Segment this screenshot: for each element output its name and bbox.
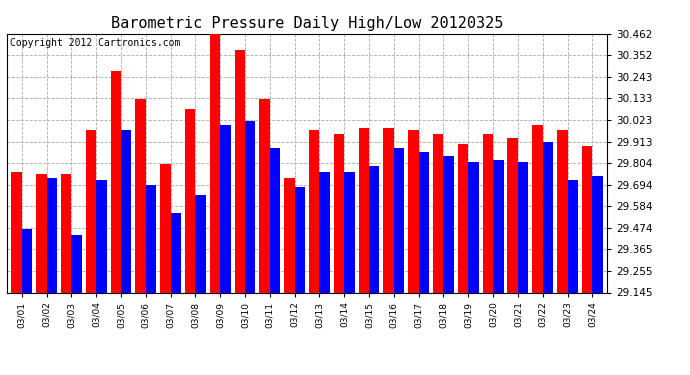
Bar	[557, 130, 567, 292]
Bar	[543, 142, 553, 292]
Bar	[433, 134, 444, 292]
Bar	[210, 34, 220, 292]
Bar	[507, 138, 518, 292]
Bar	[121, 130, 131, 292]
Bar	[146, 185, 156, 292]
Bar	[36, 174, 47, 292]
Bar	[86, 130, 96, 292]
Bar	[582, 146, 592, 292]
Bar	[469, 162, 479, 292]
Bar	[47, 178, 57, 292]
Text: Copyright 2012 Cartronics.com: Copyright 2012 Cartronics.com	[10, 38, 180, 48]
Bar	[359, 129, 369, 292]
Bar	[384, 129, 394, 292]
Bar	[259, 99, 270, 292]
Bar	[195, 195, 206, 292]
Bar	[96, 180, 107, 292]
Bar	[235, 50, 245, 292]
Bar	[394, 148, 404, 292]
Bar	[369, 166, 380, 292]
Bar	[493, 160, 504, 292]
Bar	[22, 229, 32, 292]
Bar	[160, 164, 170, 292]
Bar	[518, 162, 529, 292]
Bar	[532, 124, 543, 292]
Bar	[344, 172, 355, 292]
Bar	[419, 152, 429, 292]
Bar	[220, 124, 230, 292]
Bar	[483, 134, 493, 292]
Bar	[334, 134, 344, 292]
Bar	[11, 172, 22, 292]
Bar	[444, 156, 454, 292]
Bar	[592, 176, 603, 292]
Bar	[270, 148, 280, 292]
Bar	[408, 130, 419, 292]
Bar	[284, 178, 295, 292]
Bar	[185, 109, 195, 292]
Bar	[309, 130, 319, 292]
Bar	[61, 174, 71, 292]
Bar	[110, 72, 121, 292]
Bar	[71, 234, 82, 292]
Bar	[458, 144, 469, 292]
Bar	[319, 172, 330, 292]
Bar	[567, 180, 578, 292]
Title: Barometric Pressure Daily High/Low 20120325: Barometric Pressure Daily High/Low 20120…	[111, 16, 503, 31]
Bar	[170, 213, 181, 292]
Bar	[135, 99, 146, 292]
Bar	[245, 121, 255, 292]
Bar	[295, 188, 305, 292]
